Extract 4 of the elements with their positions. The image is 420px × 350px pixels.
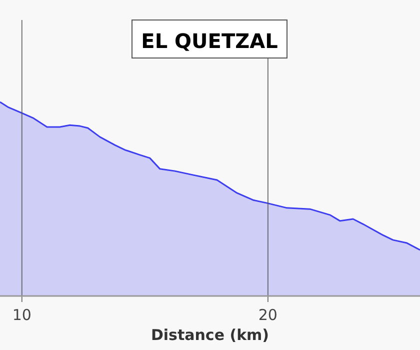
x-tick-label: 20 [258, 306, 278, 324]
x-tick-label: 10 [12, 306, 32, 324]
x-axis-title: Distance (km) [150, 326, 270, 344]
chart-title: EL QUETZAL [141, 29, 278, 53]
